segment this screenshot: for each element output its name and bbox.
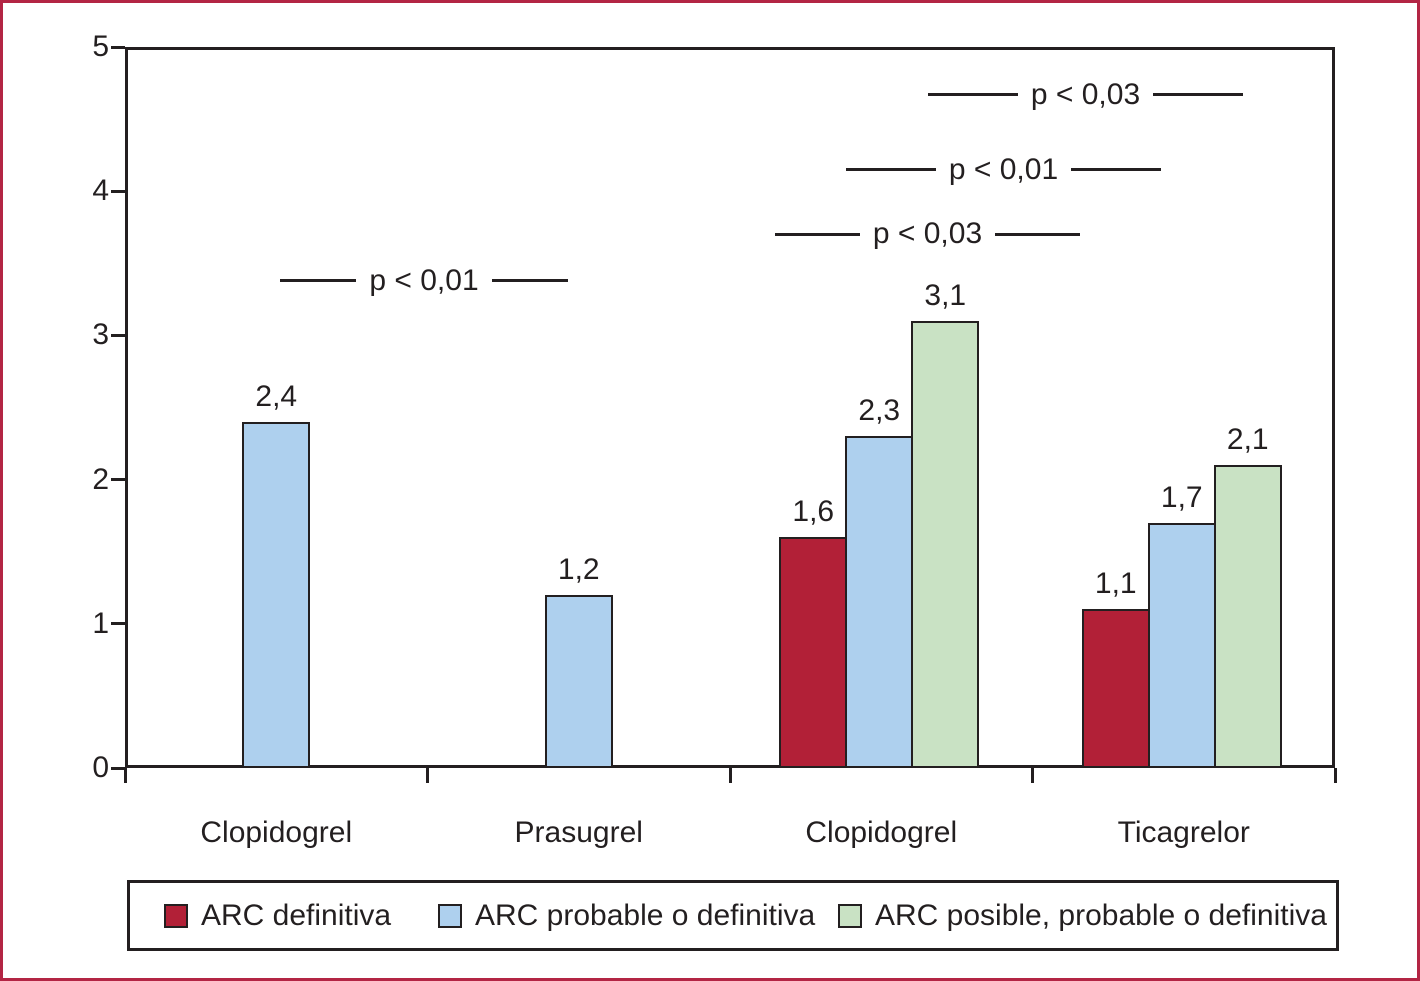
x-axis-category-label: Clopidogrel: [200, 816, 353, 849]
legend-item-arc-probable-o-definitiva: ARC probable o definitiva: [438, 883, 815, 948]
annotation-line: [1153, 93, 1244, 97]
legend-label: ARC probable o definitiva: [475, 898, 816, 932]
y-axis-tick: [111, 478, 125, 482]
y-axis-tick: [111, 189, 125, 193]
bar-value-label: 1,6: [792, 495, 835, 529]
x-axis-category-label: Prasugrel: [514, 816, 643, 849]
p-value-annotation: p < 0,03: [928, 74, 1244, 116]
bar-value-label: 1,2: [557, 552, 600, 586]
bar-value-label: 3,1: [924, 278, 967, 312]
annotation-text: p < 0,01: [369, 263, 479, 297]
bar-series-2: [911, 320, 980, 768]
legend-item-arc-posible-probable-o-definitiva: ARC posible, probable o definitiva: [838, 883, 1327, 948]
y-axis-tick: [111, 766, 125, 770]
y-axis-tick-label: 5: [92, 30, 109, 63]
annotation-line: [280, 279, 357, 283]
annotation-line: [995, 232, 1081, 236]
legend-label: ARC posible, probable o definitiva: [875, 898, 1327, 932]
y-axis-tick: [111, 333, 125, 337]
bar-series-1: [845, 436, 914, 768]
bar-value-label: 2,1: [1226, 423, 1269, 457]
bar-series-1: [242, 421, 311, 768]
bar-value-label: 1,1: [1094, 567, 1137, 601]
x-axis-category-label: Clopidogrel: [805, 816, 958, 849]
annotation-text: p < 0,01: [948, 152, 1059, 186]
annotation-line: [491, 279, 569, 283]
bar-value-label: 2,3: [858, 394, 901, 428]
bar-value-label: 2,4: [255, 379, 298, 413]
legend-swatch-red: [164, 903, 188, 928]
legend: ARC definitiva ARC probable o definitiva…: [127, 880, 1339, 951]
bar-series-0: [1081, 609, 1150, 768]
x-axis-tick: [1031, 768, 1034, 783]
legend-item-arc-definitiva: ARC definitiva: [164, 883, 391, 948]
bar-series-2: [1213, 465, 1282, 768]
annotation-text: p < 0,03: [872, 217, 983, 251]
annotation-text: p < 0,03: [1030, 77, 1141, 111]
bar-series-1: [544, 594, 613, 768]
y-axis-tick: [111, 45, 125, 49]
y-axis-tick-label: 3: [92, 318, 109, 352]
legend-swatch-blue: [438, 903, 462, 928]
x-axis-tick: [123, 768, 127, 783]
p-value-annotation: p < 0,01: [846, 149, 1162, 191]
y-axis-tick-label: 2: [92, 462, 109, 496]
plot-area: [125, 47, 1335, 768]
y-axis-tick-label: 0: [92, 751, 109, 784]
annotation-line: [928, 93, 1018, 97]
annotation-line: [846, 168, 936, 172]
x-axis-tick: [1333, 768, 1337, 783]
annotation-line: [775, 232, 860, 236]
x-axis-category-label: Ticagrelor: [1117, 816, 1250, 849]
bar-series-0: [779, 537, 848, 768]
x-axis-tick: [426, 768, 429, 783]
bar-value-label: 1,7: [1160, 480, 1203, 514]
legend-swatch-green: [838, 903, 862, 928]
y-axis-tick-label: 1: [92, 606, 109, 640]
y-axis-tick: [111, 622, 125, 626]
bar-series-1: [1147, 522, 1216, 768]
p-value-annotation: p < 0,03: [775, 213, 1081, 255]
legend-label: ARC definitiva: [201, 898, 392, 932]
x-axis-tick: [728, 768, 732, 783]
y-axis-tick-label: 4: [92, 174, 109, 208]
p-value-annotation: p < 0,01: [280, 260, 569, 302]
annotation-line: [1071, 168, 1162, 172]
